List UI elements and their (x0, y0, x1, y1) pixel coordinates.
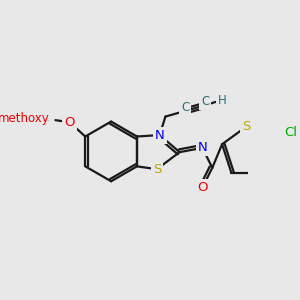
Text: S: S (242, 120, 250, 133)
Text: Cl: Cl (284, 126, 297, 140)
Text: S: S (153, 163, 161, 176)
Text: N: N (155, 129, 165, 142)
Text: C: C (181, 101, 189, 114)
Text: N: N (197, 141, 207, 154)
Text: O: O (197, 181, 208, 194)
Text: H: H (218, 94, 226, 107)
Text: C: C (201, 95, 209, 108)
Text: O: O (64, 116, 75, 129)
Text: methoxy: methoxy (0, 112, 50, 125)
Text: methoxy: methoxy (44, 119, 50, 121)
